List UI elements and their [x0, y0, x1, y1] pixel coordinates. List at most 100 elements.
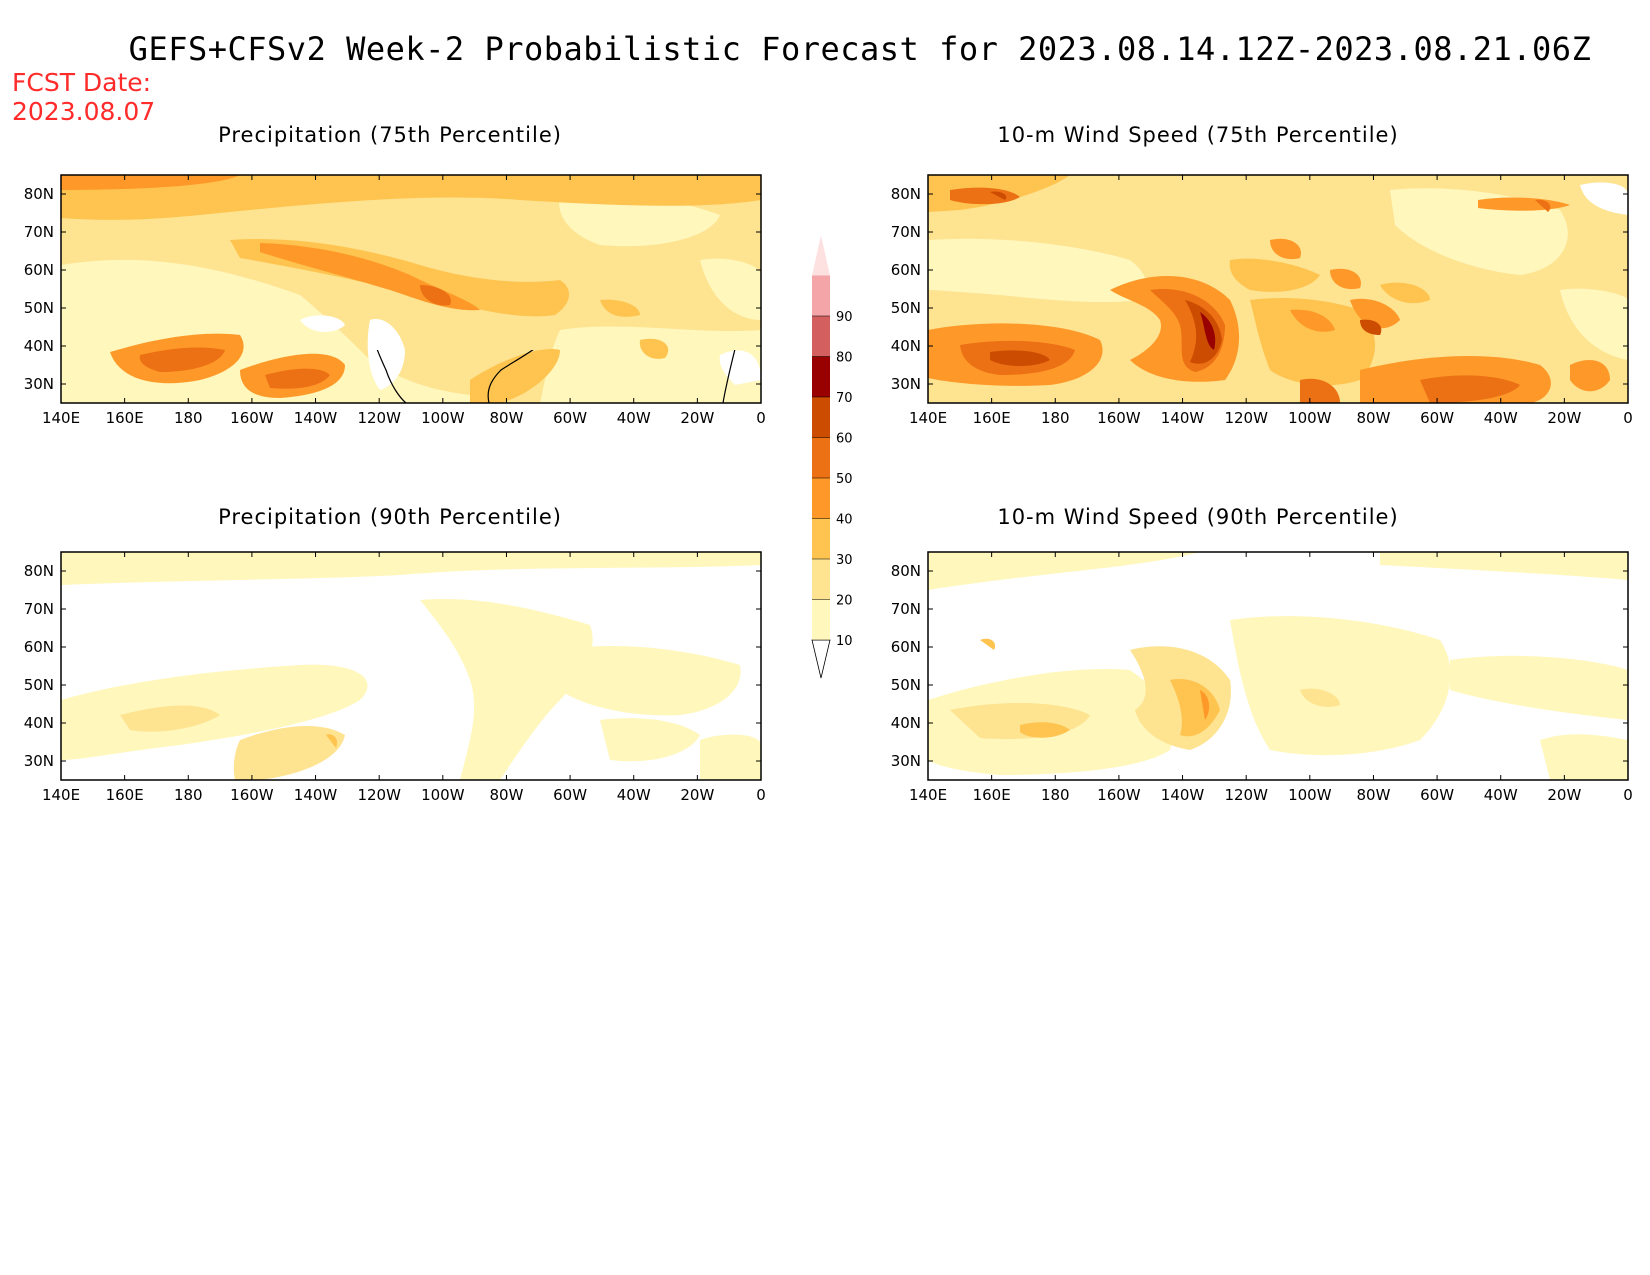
lon-tick-label: 160E [973, 409, 1011, 427]
axis-group-wind75: 140E 160E 180 160W 140W 120W 100W 80W 60W 40W 20W 0… [891, 175, 1633, 427]
lat-tick-label: 40N [24, 714, 54, 732]
colorbar-segment [812, 356, 830, 397]
colorbar-segment [812, 437, 830, 478]
lon-tick-label: 80W [489, 786, 523, 804]
lat-tick-label: 30N [24, 375, 54, 393]
lon-tick-label: 160W [1097, 409, 1141, 427]
lon-tick-label: 140E [909, 409, 947, 427]
lon-tick-label: 180 [1041, 786, 1070, 804]
panel-title-precip75: Precipitation (75th Percentile) [218, 123, 562, 147]
lon-tick-label: 140E [42, 409, 80, 427]
lon-tick-label: 40W [1484, 409, 1518, 427]
lon-tick-label: 80W [1356, 409, 1390, 427]
lon-tick-label: 40W [617, 409, 651, 427]
lon-tick-label: 140W [294, 786, 338, 804]
lon-tick-label: 20W [680, 786, 714, 804]
lon-tick-label: 20W [1547, 409, 1581, 427]
lat-tick-label: 70N [24, 600, 54, 618]
lon-tick-label: 120W [1224, 786, 1268, 804]
lon-tick-label: 0 [756, 786, 766, 804]
colorbar-label: 60 [836, 432, 853, 447]
lat-tick-label: 30N [891, 752, 921, 770]
forecast-date-label: FCST Date: [12, 68, 152, 97]
lon-tick-label: 140W [1161, 786, 1205, 804]
lat-tick-label: 80N [24, 562, 54, 580]
colorbar-label: 90 [836, 310, 853, 325]
lon-tick-label: 180 [1041, 409, 1070, 427]
lon-tick-label: 20W [1547, 786, 1581, 804]
axis-group-wind90: 140E 160E 180 160W 140W 120W 100W 80W 60W 40W 20W 0… [891, 552, 1633, 804]
lon-tick-label: 160W [1097, 786, 1141, 804]
lon-tick-label: 100W [421, 786, 465, 804]
lon-tick-label: 60W [1420, 786, 1454, 804]
lon-tick-label: 80W [1356, 786, 1390, 804]
lon-tick-label: 80W [489, 409, 523, 427]
lat-tick-label: 60N [891, 638, 921, 656]
lon-tick-label: 0 [1623, 409, 1633, 427]
map-panel-precip75 [60, 174, 762, 404]
lat-tick-label: 60N [891, 261, 921, 279]
lon-tick-label: 140W [294, 409, 338, 427]
colorbar-segment [812, 275, 830, 316]
lon-tick-label: 180 [174, 409, 203, 427]
lat-tick-label: 50N [891, 676, 921, 694]
colorbar-label: 30 [836, 553, 853, 568]
lon-tick-label: 40W [617, 786, 651, 804]
lon-tick-label: 160E [973, 786, 1011, 804]
lat-tick-label: 70N [891, 600, 921, 618]
main-title: GEFS+CFSv2 Week-2 Probabilistic Forecast… [128, 30, 1592, 68]
lat-tick-label: 60N [24, 638, 54, 656]
lat-tick-label: 80N [891, 562, 921, 580]
lat-tick-label: 80N [24, 185, 54, 203]
panel-title-precip90: Precipitation (90th Percentile) [218, 505, 562, 529]
lon-tick-label: 60W [1420, 409, 1454, 427]
lat-tick-label: 80N [891, 185, 921, 203]
lat-tick-label: 40N [24, 337, 54, 355]
colorbar-label: 10 [836, 634, 853, 649]
lon-tick-label: 140E [42, 786, 80, 804]
lat-tick-label: 70N [24, 223, 54, 241]
colorbar-label: 70 [836, 391, 853, 406]
lon-tick-label: 160E [106, 409, 144, 427]
panel-title-wind75: 10-m Wind Speed (75th Percentile) [997, 123, 1399, 147]
lon-tick-label: 100W [421, 409, 465, 427]
lon-tick-label: 60W [553, 409, 587, 427]
lat-tick-label: 40N [891, 337, 921, 355]
lon-tick-label: 120W [1224, 409, 1268, 427]
colorbar-segment [812, 397, 830, 438]
colorbar-label: 80 [836, 351, 853, 366]
lat-tick-label: 50N [24, 676, 54, 694]
lat-tick-label: 60N [24, 261, 54, 279]
lon-tick-label: 20W [680, 409, 714, 427]
lat-tick-label: 50N [24, 299, 54, 317]
coastlines [376, 350, 736, 404]
lat-tick-label: 50N [891, 299, 921, 317]
colorbar-segment [812, 599, 830, 640]
colorbar-segment [812, 559, 830, 600]
panel-title-wind90: 10-m Wind Speed (90th Percentile) [997, 505, 1399, 529]
lon-tick-label: 160W [230, 409, 274, 427]
lon-tick-label: 40W [1484, 786, 1518, 804]
lat-tick-label: 70N [891, 223, 921, 241]
colorbar-segment [812, 316, 830, 357]
lon-tick-label: 160W [230, 786, 274, 804]
lon-tick-label: 160E [106, 786, 144, 804]
lon-tick-label: 120W [357, 786, 401, 804]
colorbar-segment [812, 478, 830, 519]
lon-tick-label: 0 [756, 409, 766, 427]
forecast-date-value: 2023.08.07 [12, 97, 156, 126]
map-panel-precip90 [60, 551, 762, 781]
coastline-precip75 [376, 350, 736, 404]
lon-tick-label: 100W [1288, 409, 1332, 427]
lon-tick-label: 0 [1623, 786, 1633, 804]
lon-tick-label: 60W [553, 786, 587, 804]
colorbar: 10 20 30 40 50 60 70 80 90 [811, 235, 853, 679]
lat-tick-label: 30N [891, 375, 921, 393]
axis-group-precip90: 140E 160E 180 160W 140W 120W 100W 80W 60W 40W 20W 0… [24, 552, 766, 804]
lon-tick-label: 100W [1288, 786, 1332, 804]
colorbar-label: 20 [836, 594, 853, 609]
forecast-date: FCST Date: 2023.08.07 [12, 68, 155, 126]
colorbar-min-triangle [811, 639, 831, 679]
lon-tick-label: 140W [1161, 409, 1205, 427]
